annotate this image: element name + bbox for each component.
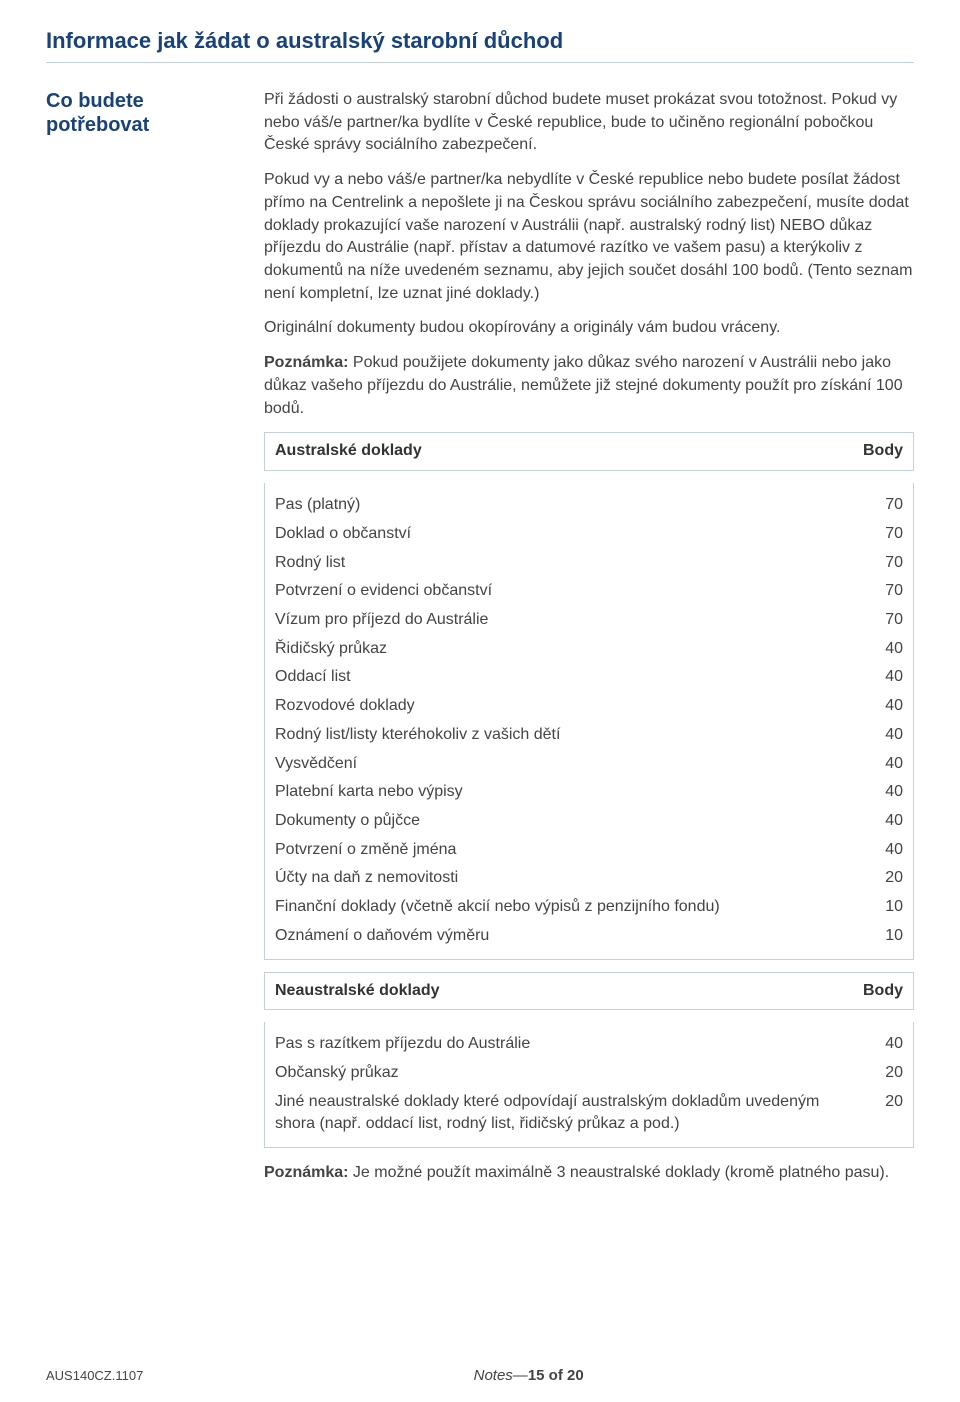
row-points: 40 [863, 839, 903, 862]
page-footer: AUS140CZ.1107 Notes—15 of 20 [46, 1367, 914, 1384]
table-row: Finanční doklady (včetně akcií nebo výpi… [275, 893, 903, 922]
row-label: Pas (platný) [275, 494, 863, 517]
left-column: Co budete potřebovat [46, 89, 236, 1185]
footer-page-number: Notes—15 of 20 [474, 1367, 584, 1384]
row-points: 40 [863, 753, 903, 776]
row-points: 40 [863, 1033, 903, 1056]
two-column-layout: Co budete potřebovat Při žádosti o austr… [46, 89, 914, 1185]
row-label: Rozvodové doklady [275, 695, 863, 718]
table-row: Rodný list/listy kteréhokoliv z vašich d… [275, 721, 903, 750]
paragraph-2: Pokud vy a nebo váš/e partner/ka nebydlí… [264, 169, 914, 305]
row-points: 40 [863, 810, 903, 833]
row-points: 10 [863, 896, 903, 919]
row-label: Řidičský průkaz [275, 638, 863, 661]
table-row: Oddací list40 [275, 663, 903, 692]
row-points: 40 [863, 666, 903, 689]
row-label: Účty na daň z nemovitosti [275, 867, 863, 890]
row-points: 10 [863, 925, 903, 948]
note-1: Poznámka: Pokud použijete dokumenty jako… [264, 352, 914, 420]
right-column: Při žádosti o australský starobní důchod… [264, 89, 914, 1185]
row-label: Finanční doklady (včetně akcií nebo výpi… [275, 896, 863, 919]
row-label: Oddací list [275, 666, 863, 689]
row-label: Rodný list [275, 552, 863, 575]
row-points: 20 [863, 1091, 903, 1114]
table-header: Neaustralské doklady Body [264, 972, 914, 1011]
paragraph-1: Při žádosti o australský starobní důchod… [264, 89, 914, 157]
row-label: Pas s razítkem příjezdu do Austrálie [275, 1033, 863, 1056]
table-header-right: Body [863, 440, 903, 463]
row-label: Potvrzení o evidenci občanství [275, 580, 863, 603]
footer-doc-id: AUS140CZ.1107 [46, 1368, 143, 1383]
row-label: Občanský průkaz [275, 1062, 863, 1085]
table-row: Vízum pro příjezd do Austrálie70 [275, 606, 903, 635]
row-points: 20 [863, 867, 903, 890]
table-body: Pas s razítkem příjezdu do Austrálie40Ob… [264, 1022, 914, 1148]
row-points: 40 [863, 781, 903, 804]
table-row: Občanský průkaz20 [275, 1059, 903, 1088]
table-row: Oznámení o daňovém výměru10 [275, 922, 903, 951]
row-label: Vysvědčení [275, 753, 863, 776]
row-points: 70 [863, 494, 903, 517]
table-header-right: Body [863, 980, 903, 1003]
table-nonaustralian-docs: Neaustralské doklady Body Pas s razítkem… [264, 972, 914, 1149]
section-heading: Co budete potřebovat [46, 89, 236, 137]
row-label: Oznámení o daňovém výměru [275, 925, 863, 948]
row-label: Platební karta nebo výpisy [275, 781, 863, 804]
row-label: Rodný list/listy kteréhokoliv z vašich d… [275, 724, 863, 747]
note-label: Poznámka: [264, 354, 348, 371]
table-row: Jiné neaustralské doklady které odpovída… [275, 1088, 903, 1139]
row-label: Jiné neaustralské doklady které odpovída… [275, 1091, 863, 1136]
row-points: 20 [863, 1062, 903, 1085]
table-header: Australské doklady Body [264, 432, 914, 471]
footer-prefix: Notes— [474, 1367, 528, 1384]
row-points: 40 [863, 695, 903, 718]
row-label: Vízum pro příjezd do Austrálie [275, 609, 863, 632]
table-header-left: Australské doklady [275, 440, 422, 463]
paragraph-3: Originální dokumenty budou okopírovány a… [264, 317, 914, 340]
table-body: Pas (platný)70Doklad o občanství70Rodný … [264, 483, 914, 960]
note-label: Poznámka: [264, 1164, 348, 1181]
row-label: Dokumenty o půjčce [275, 810, 863, 833]
table-row: Rozvodové doklady40 [275, 692, 903, 721]
table-row: Potvrzení o změně jména40 [275, 836, 903, 865]
note-1-text: Pokud použijete dokumenty jako důkaz své… [264, 354, 903, 416]
row-points: 70 [863, 523, 903, 546]
table-row: Účty na daň z nemovitosti20 [275, 864, 903, 893]
row-points: 70 [863, 609, 903, 632]
note-2-text: Je možné použít maximálně 3 neaustralské… [348, 1164, 889, 1181]
table-row: Pas (platný)70 [275, 491, 903, 520]
page-title: Informace jak žádat o australský starobn… [46, 28, 914, 63]
table-row: Pas s razítkem příjezdu do Austrálie40 [275, 1030, 903, 1059]
table-row: Potvrzení o evidenci občanství70 [275, 577, 903, 606]
table-row: Vysvědčení40 [275, 750, 903, 779]
table-row: Řidičský průkaz40 [275, 635, 903, 664]
row-points: 40 [863, 724, 903, 747]
footer-page: 15 of 20 [528, 1367, 584, 1384]
row-points: 70 [863, 580, 903, 603]
table-row: Doklad o občanství70 [275, 520, 903, 549]
row-label: Doklad o občanství [275, 523, 863, 546]
row-points: 70 [863, 552, 903, 575]
row-points: 40 [863, 638, 903, 661]
table-row: Rodný list70 [275, 549, 903, 578]
table-row: Platební karta nebo výpisy40 [275, 778, 903, 807]
table-row: Dokumenty o půjčce40 [275, 807, 903, 836]
note-2: Poznámka: Je možné použít maximálně 3 ne… [264, 1162, 914, 1185]
row-label: Potvrzení o změně jména [275, 839, 863, 862]
table-header-left: Neaustralské doklady [275, 980, 440, 1003]
table-australian-docs: Australské doklady Body Pas (platný)70Do… [264, 432, 914, 959]
